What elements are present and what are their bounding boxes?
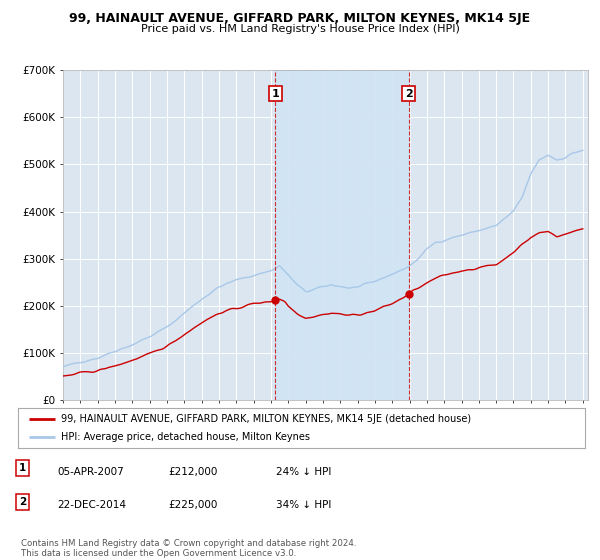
Text: 34% ↓ HPI: 34% ↓ HPI — [276, 500, 331, 510]
Text: 99, HAINAULT AVENUE, GIFFARD PARK, MILTON KEYNES, MK14 5JE (detached house): 99, HAINAULT AVENUE, GIFFARD PARK, MILTO… — [61, 414, 470, 423]
Text: 2: 2 — [19, 497, 26, 507]
Text: £212,000: £212,000 — [168, 466, 217, 477]
Text: HPI: Average price, detached house, Milton Keynes: HPI: Average price, detached house, Milt… — [61, 432, 310, 442]
Text: 24% ↓ HPI: 24% ↓ HPI — [276, 466, 331, 477]
Text: 1: 1 — [19, 463, 26, 473]
Text: 99, HAINAULT AVENUE, GIFFARD PARK, MILTON KEYNES, MK14 5JE: 99, HAINAULT AVENUE, GIFFARD PARK, MILTO… — [70, 12, 530, 25]
Text: 1: 1 — [271, 88, 279, 99]
Text: 22-DEC-2014: 22-DEC-2014 — [57, 500, 126, 510]
Text: Contains HM Land Registry data © Crown copyright and database right 2024.
This d: Contains HM Land Registry data © Crown c… — [21, 539, 356, 558]
Text: 2: 2 — [405, 88, 413, 99]
Text: Price paid vs. HM Land Registry's House Price Index (HPI): Price paid vs. HM Land Registry's House … — [140, 24, 460, 34]
Bar — [275, 70, 409, 400]
Text: £225,000: £225,000 — [168, 500, 217, 510]
Text: 05-APR-2007: 05-APR-2007 — [57, 466, 124, 477]
